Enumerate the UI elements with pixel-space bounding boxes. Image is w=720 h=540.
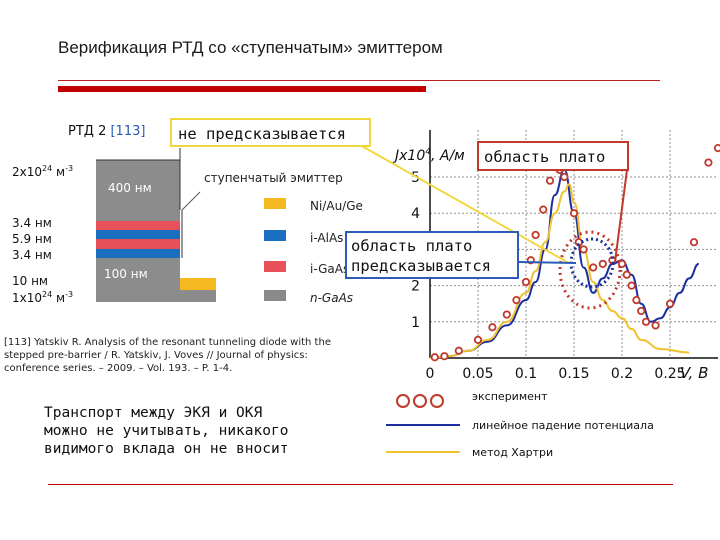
callout-pointer-plateau [614,169,628,263]
doping-bottom-label: 1x1024 м-3 [12,290,73,305]
layer-bottom-label: 100 нм [104,267,148,281]
data-point-exp [689,238,699,247]
data-point-exp [539,205,548,214]
data-point-exp [440,352,449,361]
data-point-exp [598,259,607,269]
data-point-exp [454,346,463,355]
layer-alas-2 [96,249,180,258]
material-niauge: Ni/Au/Ge [310,199,363,213]
x-axis-label: V, В [680,364,708,382]
plateau-circle-red [558,230,622,310]
callout-not-predicted: не предсказывается [178,125,346,143]
data-point-exp [617,259,627,269]
x-tick-label: 0.1 [515,366,537,382]
layer-structure: РТД 2 [113] 2x1024 м-3 400 нм 100 нм сту… [4,124,363,374]
series-line-1 [429,168,700,359]
layer-gaas-2 [96,239,180,249]
x-tick-label: 0 [426,366,435,382]
data-point-exp [569,209,579,218]
data-point-exp [665,299,675,308]
data-point-exp [545,176,555,185]
y-tick-label: 5 [411,170,420,186]
material-swatch-gaas [264,261,286,272]
x-tick-label: 0.05 [462,366,493,382]
data-point-exp [627,281,636,290]
x-tick-label: 0.2 [611,366,633,382]
material-alas: i-AlAs [310,231,343,245]
callout-plateau: область плато [484,148,605,166]
data-point-exp [632,295,641,305]
x-tick-label: 0.15 [558,366,589,382]
legend-hartree-label: метод Хартри [472,446,554,459]
emitter-label: ступенчатый эмиттер [204,171,343,185]
data-point-exp [502,310,511,319]
data-point-exp [641,317,651,326]
legend-linear-label: линейное падение потенциала [472,419,654,432]
thickness-2: 5.9 нм [12,232,52,246]
legend-marker-exp-1 [396,394,410,408]
callout-pointer-plateau-predicted [517,261,577,264]
data-point-exp [637,306,646,316]
slide-title: Верификация РТД со «ступенчатым» эмиттер… [58,38,443,57]
title-accent-bar [58,86,426,92]
callout-box-plateau-predicted [345,231,519,279]
layer-alas-1 [96,230,180,239]
body-line-3: видимого вклада он не вносит [44,441,289,457]
bottom-contact [180,278,216,290]
callout-box-not-predicted [170,118,371,147]
reference-line-2: stepped pre-barrier / R. Yatskiv, J. Vov… [4,350,308,361]
x-tick-label: 0.25 [654,366,685,382]
chart-legend [386,394,460,453]
callout-box-plateau [477,141,629,171]
y-tick-label: 4 [411,206,420,222]
legend-marker-exp-2 [413,394,427,408]
series-line-2 [429,183,690,359]
data-point-exp [704,158,713,167]
body-line-1: Транспорт между ЭКЯ и ОКЯ [44,405,263,421]
data-point-exp [622,270,631,279]
material-gaas: i-GaAs [310,262,349,276]
data-point-exp [488,323,497,332]
callout-plateau-predicted-line2: предсказывается [351,257,491,275]
layer-gaas-1 [96,221,180,230]
body-line-2: можно не учитывать, никакого [44,423,289,439]
iv-chart: 00.050.10.150.20.2512345 Jx104, А/м V, В [392,130,720,382]
material-swatch-ngaas [264,290,286,301]
layer-top-ngaas [96,160,180,210]
structure-label: РТД 2 [113] [68,124,145,139]
data-point-exp [473,335,483,345]
legend-exp-label: эксперимент [472,390,548,403]
layer-top-label: 400 нм [108,181,152,195]
data-point-exp [531,230,540,240]
y-tick-label: 2 [411,279,420,295]
data-point-exp [579,245,588,254]
data-point-exp [430,353,439,362]
data-point-exp [713,143,720,153]
legend-marker-exp-3 [430,394,444,408]
slide-body-text: Транспорт между ЭКЯ и ОКЯ можно не учиты… [44,404,384,458]
bottom-divider [48,484,673,485]
thickness-1: 3.4 нм [12,216,52,230]
data-point-exp [512,295,521,305]
material-swatch-alas [264,230,286,241]
data-point-exp [651,321,660,330]
data-point-exp [560,172,569,182]
reference-line-1: [113] Yatskiv R. Analysis of the resonan… [4,337,331,348]
layer-bottom-ngaas [96,258,180,290]
doping-top-label: 2x1024 м-3 [12,164,73,179]
title-divider [58,80,660,81]
y-tick-label: 1 [411,315,420,331]
callout-plateau-predicted-line1: область плато [351,237,472,255]
thickness-3: 3.4 нм [12,248,52,262]
material-swatch-niauge [264,198,286,209]
y-axis-label: Jx104, А/м [392,147,465,164]
thickness-4: 10 нм [12,274,48,288]
data-point-exp [589,263,598,272]
material-ngaas: n-GaAs [310,291,353,305]
reference-line-3: conference series. – 2009. – Vol. 193. –… [4,363,232,374]
data-point-exp [521,277,531,287]
callout-pointer-not-predicted [359,144,568,263]
